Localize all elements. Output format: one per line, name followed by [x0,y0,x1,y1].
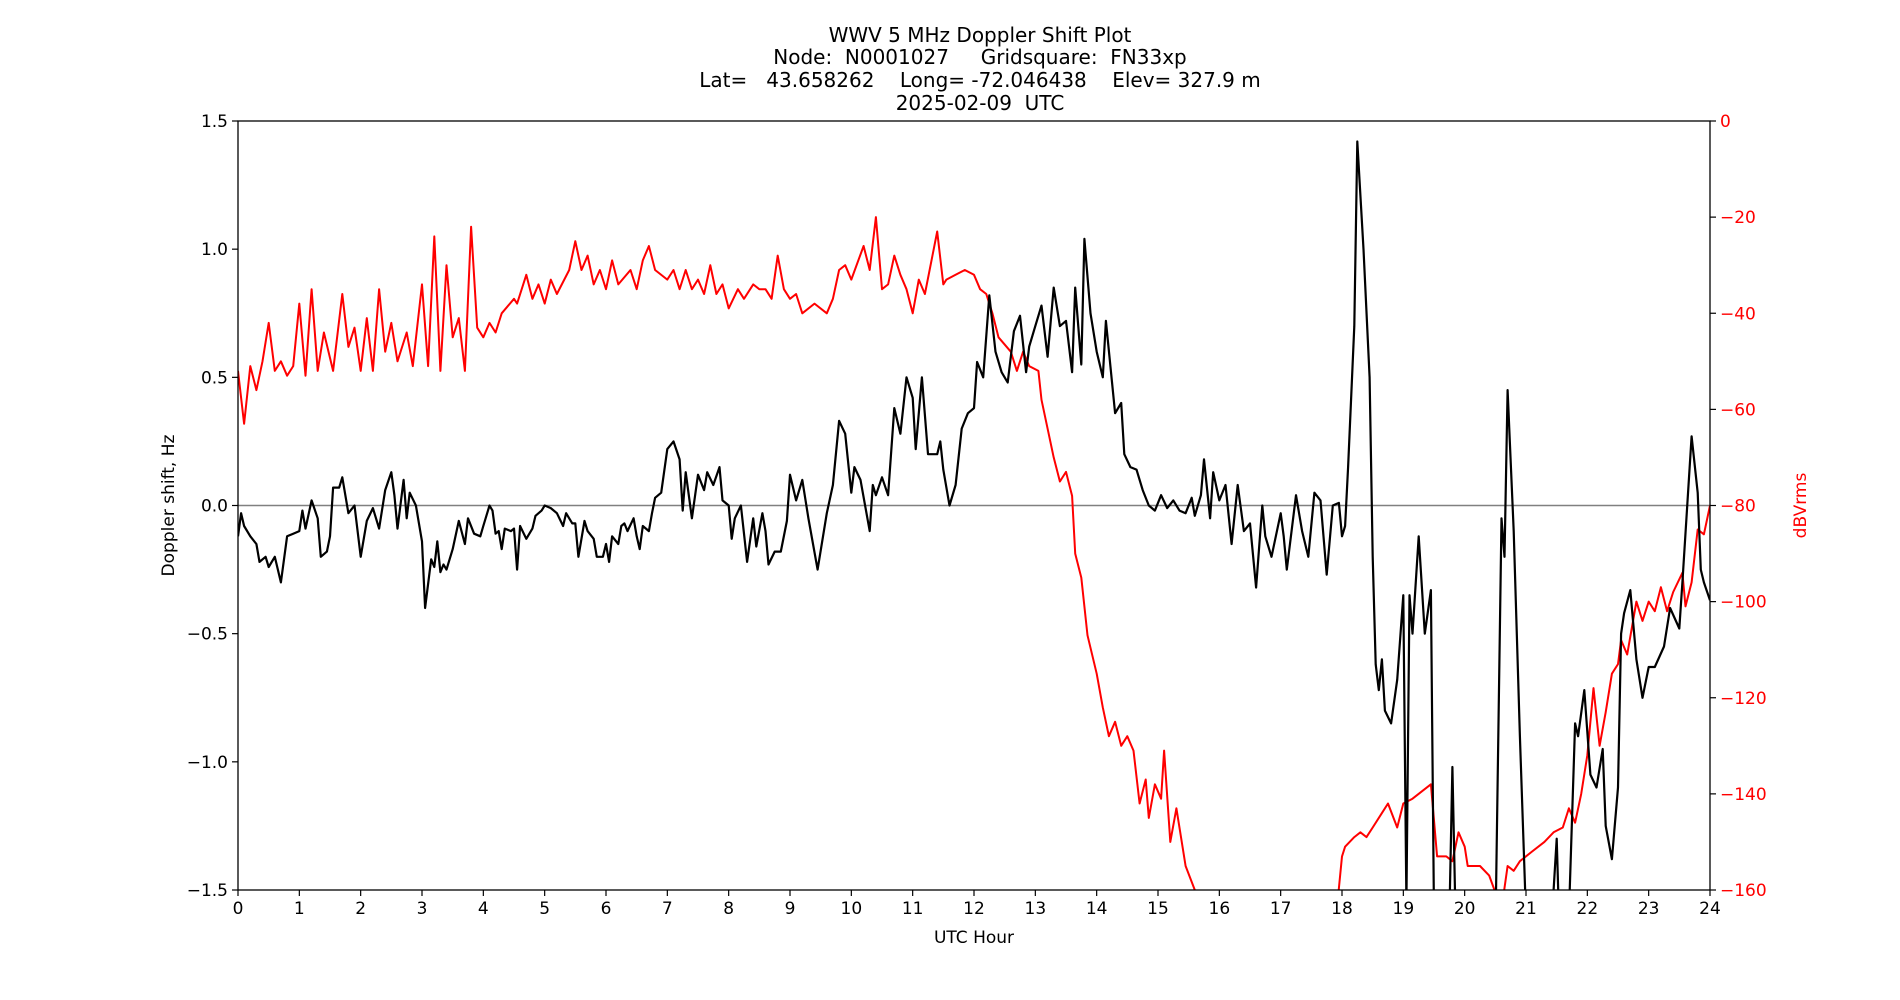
doppler-shift-line [238,140,1710,890]
chart-subtitle-node: Node: N0001027 Gridsquare: FN33xp [773,45,1186,69]
y-right-tick-label: 0 [1720,112,1731,132]
y-tick-label: −0.5 [187,625,228,645]
x-tick-label: 16 [1209,899,1231,919]
x-tick-label: 4 [478,899,489,919]
x-tick-label: 12 [963,899,985,919]
y-right-tick-label: −160 [1720,881,1767,901]
x-tick-label: 23 [1638,899,1660,919]
x-tick-label: 20 [1454,899,1476,919]
x-tick-label: 15 [1147,899,1169,919]
y-right-tick-label: −120 [1720,689,1767,709]
y-tick-label: 1.5 [201,112,228,132]
x-tick-label: 8 [723,899,734,919]
y-tick-label: 1.0 [201,240,228,260]
y-right-tick-label: −40 [1720,304,1756,324]
chart-title: WWV 5 MHz Doppler Shift Plot [829,23,1132,47]
x-tick-label: 11 [902,899,924,919]
y-tick-label: −1.0 [187,753,228,773]
x-tick-label: 17 [1270,899,1292,919]
x-tick-label: 18 [1331,899,1353,919]
y-right-tick-label: −140 [1720,785,1767,805]
y-right-tick-label: −20 [1720,208,1756,228]
x-tick-label: 24 [1699,899,1721,919]
x-tick-label: 14 [1086,899,1108,919]
y-right-tick-label: −100 [1720,593,1767,613]
x-tick-label: 22 [1577,899,1599,919]
chart-title-block: WWV 5 MHz Doppler Shift Plot Node: N0001… [699,23,1261,115]
x-axis-label: UTC Hour [934,928,1014,948]
signal-level-line [238,216,1710,890]
y-right-tick-label: −80 [1720,497,1756,517]
y-axis-left-label: Doppler shift, Hz [159,434,179,576]
x-tick-label: 21 [1515,899,1537,919]
y-tick-label: 0.0 [201,497,228,517]
x-tick-label: 2 [355,899,366,919]
chart-subtitle-date: 2025-02-09 UTC [896,91,1065,115]
x-tick-label: 3 [417,899,428,919]
y-axis-left-ticks: 1.5 1.0 0.5 0.0 −0.5 −1.0 −1.5 [187,112,238,901]
x-tick-label: 7 [662,899,673,919]
x-tick-label: 5 [539,899,550,919]
x-tick-label: 9 [785,899,796,919]
y-right-tick-label: −60 [1720,400,1756,420]
y-tick-label: 0.5 [201,368,228,388]
x-tick-label: 1 [294,899,305,919]
y-axis-right-ticks: 0 −20 −40 −60 −80 −100 −120 −140 −160 [1710,112,1767,901]
x-tick-label: 13 [1025,899,1047,919]
x-axis-ticks: 0 1 2 3 4 5 6 7 8 9 10 11 12 13 14 15 16 17 18 19 20 21 22 23 24 [233,890,1721,919]
x-tick-label: 19 [1393,899,1415,919]
y-tick-label: −1.5 [187,881,228,901]
chart-subtitle-location: Lat= 43.658262 Long= -72.046438 Elev= 32… [699,68,1261,92]
y-axis-right-label: dBVrms [1791,473,1811,539]
x-tick-label: 0 [233,899,244,919]
x-tick-label: 10 [841,899,863,919]
x-tick-label: 6 [601,899,612,919]
